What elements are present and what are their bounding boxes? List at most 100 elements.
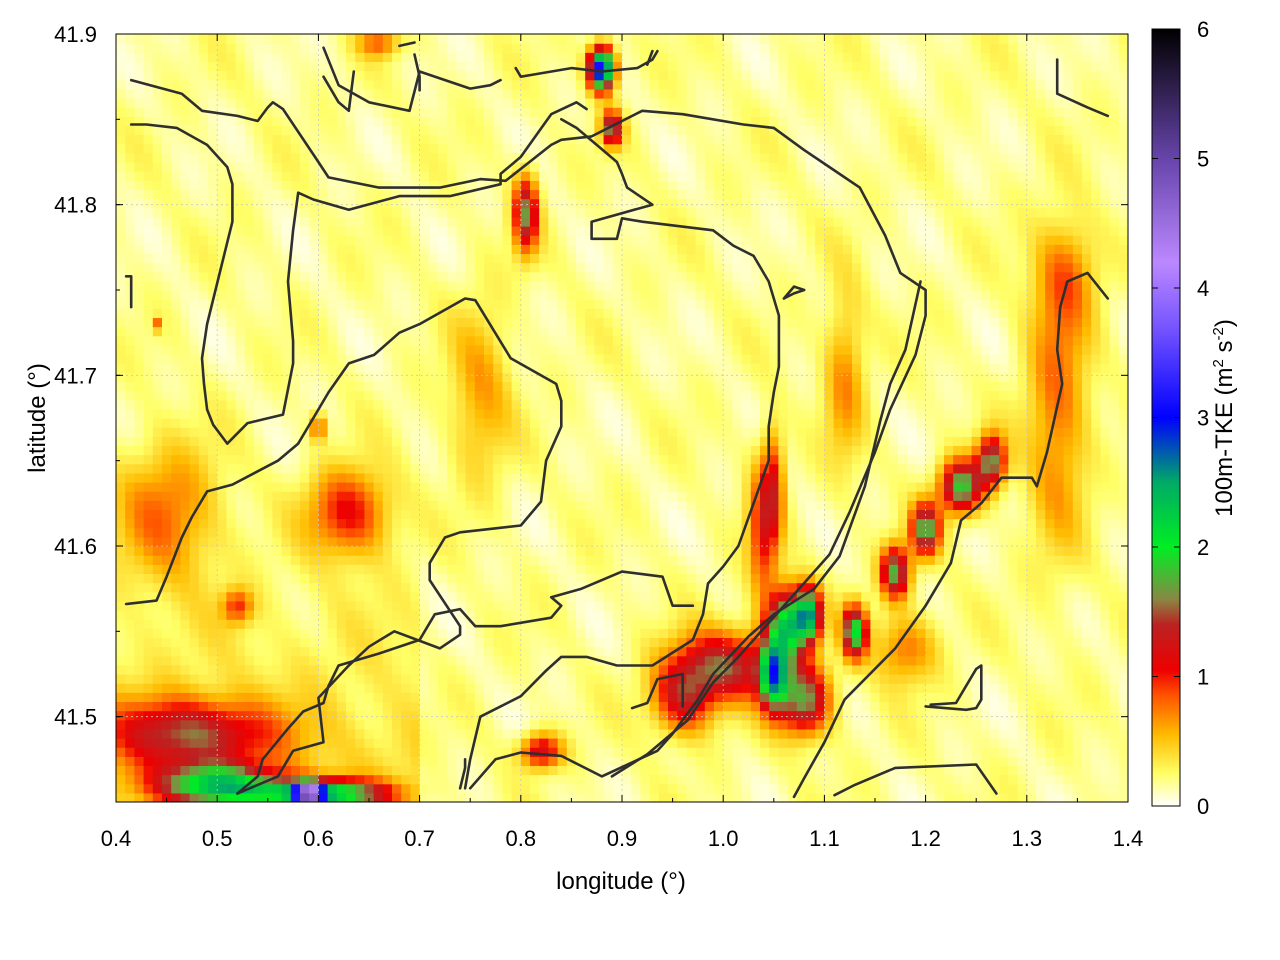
heatmap-cell [143,472,154,483]
heatmap-cell [208,244,218,255]
heatmap-cell [336,664,347,675]
heatmap-cell [401,326,411,337]
heatmap-cell [336,143,347,154]
heatmap-cell [649,79,660,90]
heatmap-cell [180,280,191,291]
heatmap-cell [438,244,448,255]
heatmap-cell [217,783,227,794]
heatmap-cell [116,344,126,355]
heatmap-cell [290,253,301,264]
heatmap-cell [576,61,586,72]
heatmap-cell [180,637,191,648]
heatmap-cell [410,326,421,337]
heatmap-cell [557,765,568,776]
heatmap-cell [447,582,457,593]
heatmap-cell [336,573,347,584]
heatmap-cell [336,408,347,419]
heatmap-cell [511,216,522,227]
heatmap-cell [327,43,338,53]
heatmap-cell [364,692,375,703]
heatmap-cell [447,354,457,364]
heatmap-cell [520,317,531,328]
heatmap-cell [640,244,651,255]
heatmap-cell [189,280,200,291]
heatmap-cell [217,79,227,90]
heatmap-cell [576,418,586,428]
heatmap-cell [152,207,163,218]
heatmap-cell [336,61,347,72]
heatmap-cell [217,408,227,419]
heatmap-cell [603,290,614,300]
heatmap-cell [493,171,503,181]
heatmap-cell [143,573,154,584]
heatmap-cell [640,363,651,373]
heatmap-cell [631,610,641,620]
heatmap-cell [419,162,430,172]
heatmap-cell [585,600,595,611]
heatmap-cell [189,573,200,584]
heatmap-cell [576,765,586,776]
heatmap-cell [244,143,255,154]
heatmap-cell [382,88,393,99]
heatmap-cell [263,198,273,209]
heatmap-cell [401,619,411,629]
heatmap-cell [162,162,172,172]
heatmap-cell [134,125,145,136]
heatmap-cell [520,646,531,657]
heatmap-cell [364,290,375,300]
heatmap-cell [373,765,384,776]
heatmap-cell [336,381,347,392]
heatmap-cell [226,381,237,392]
heatmap-cell [640,747,651,757]
heatmap-cell [134,454,145,465]
heatmap-cell [290,683,301,693]
heatmap-cell [217,728,227,739]
heatmap-cell [327,738,338,748]
heatmap-cell [217,299,227,309]
heatmap-cell [281,628,292,639]
heatmap-cell [143,619,154,629]
heatmap-cell [208,792,218,802]
heatmap-cell [263,783,273,794]
heatmap-cell [447,308,457,319]
heatmap-cell [134,463,145,474]
heatmap-cell [290,628,301,639]
heatmap-cell [622,491,632,501]
heatmap-cell [392,509,402,520]
heatmap-cell [502,299,513,309]
heatmap-cell [438,216,448,227]
heatmap-cell [539,107,549,117]
heatmap-cell [419,747,430,757]
heatmap-cell [474,436,485,447]
heatmap-cell [566,436,577,447]
heatmap-cell [576,619,586,629]
heatmap-cell [290,664,301,675]
heatmap-cell [548,472,559,483]
heatmap-cell [382,500,393,511]
heatmap-cell [447,509,457,520]
heatmap-cell [162,61,172,72]
heatmap-cell [382,573,393,584]
heatmap-cell [189,655,200,666]
heatmap-cell [419,61,430,72]
heatmap-cell [180,500,191,511]
heatmap-cell [364,79,375,90]
heatmap-cell [355,610,365,620]
heatmap-cell [244,52,255,63]
heatmap-cell [511,646,522,657]
heatmap-cell [520,207,531,218]
heatmap-cell [401,427,411,437]
heatmap-cell [198,162,209,172]
heatmap-cell [327,52,338,63]
heatmap-cell [272,582,283,593]
heatmap-cell [346,52,356,63]
heatmap-cell [254,573,264,584]
heatmap-cell [511,637,522,648]
heatmap-cell [585,573,595,584]
heatmap-cell [539,171,549,181]
heatmap-cell [594,381,605,392]
heatmap-cell [116,500,126,511]
heatmap-cell [152,628,163,639]
heatmap-cell [419,408,430,419]
heatmap-cell [116,701,126,712]
